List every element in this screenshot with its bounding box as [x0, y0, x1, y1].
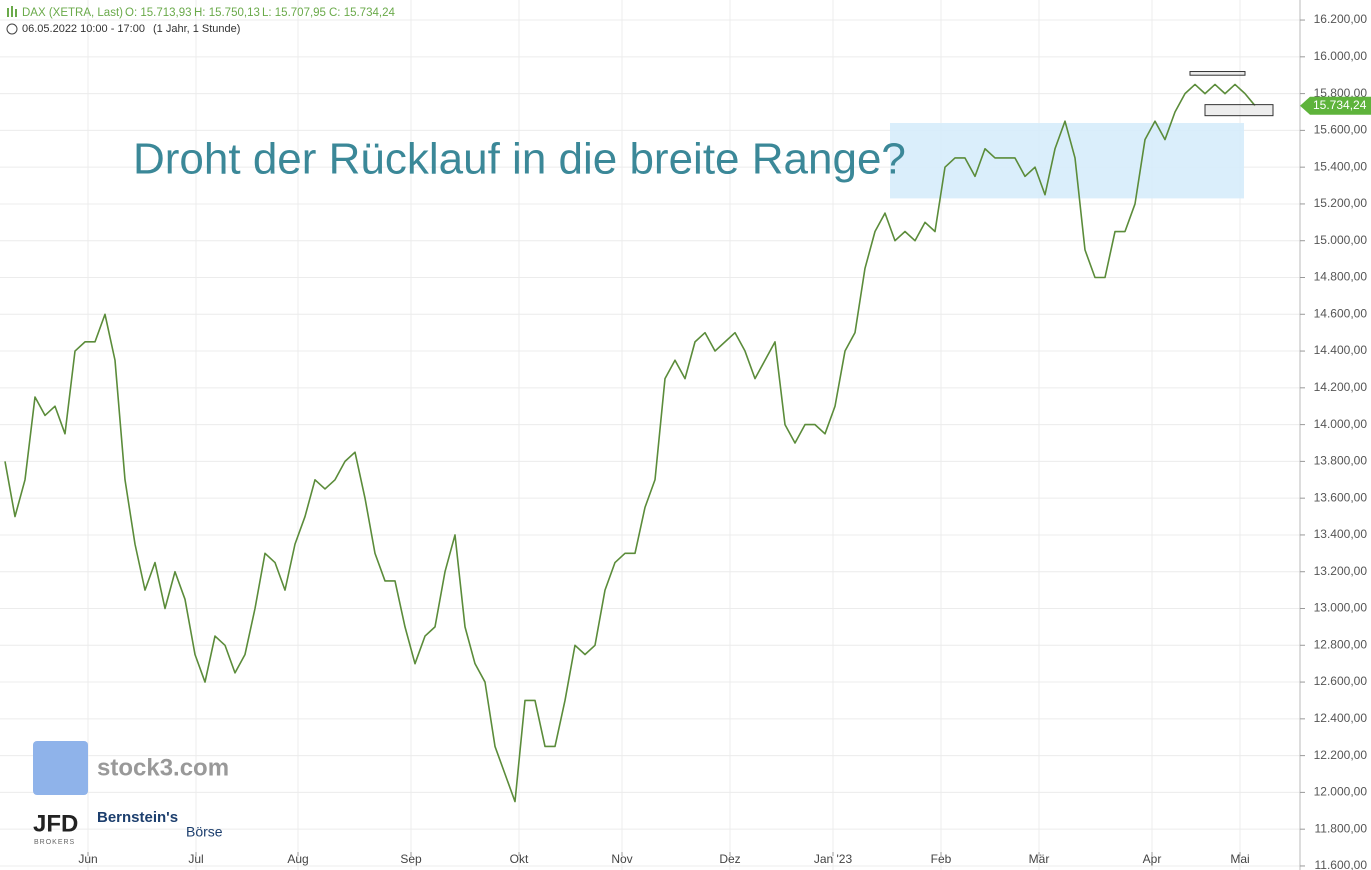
jfd-logo: JFD — [33, 810, 78, 837]
y-tick-label: 12.400,00 — [1314, 711, 1368, 725]
icon — [7, 8, 9, 17]
x-tick-label: Apr — [1143, 852, 1162, 866]
x-tick-label: Jul — [188, 852, 203, 866]
x-tick-label: Mär — [1029, 852, 1050, 866]
y-tick-label: 13.400,00 — [1314, 527, 1368, 541]
x-tick-label: Sep — [400, 852, 422, 866]
y-tick-label: 14.400,00 — [1314, 343, 1368, 357]
grid — [0, 0, 1300, 870]
y-tick-label: 14.800,00 — [1314, 270, 1368, 284]
jfd-sub: BROKERS — [34, 839, 75, 846]
chart-title: Droht der Rücklauf in die breite Range? — [133, 135, 906, 184]
stock3-logo: stock3.com — [97, 754, 229, 781]
icon — [15, 9, 17, 17]
y-tick-label: 11.600,00 — [1315, 858, 1368, 870]
y-tick-label: 15.400,00 — [1314, 159, 1368, 173]
x-tick-label: Jan '23 — [814, 852, 853, 866]
y-tick-label: 15.600,00 — [1314, 123, 1368, 137]
bernstein-logo: Bernstein's — [97, 809, 178, 826]
x-tick-label: Jun — [78, 852, 97, 866]
y-tick-label: 12.800,00 — [1314, 637, 1368, 651]
axes: 11.600,00 11.800,00 12.000,00 12.200,00 12.4… — [78, 12, 1371, 870]
y-tick-label: 12.600,00 — [1314, 674, 1368, 688]
y-tick-label: 11.800,00 — [1315, 821, 1368, 835]
y-tick-label: 16.200,00 — [1314, 12, 1368, 26]
marker-box — [1204, 104, 1274, 117]
boerse-logo: Börse — [186, 824, 223, 840]
close: C: 15.734,24 — [329, 7, 395, 19]
y-tick-label: 14.600,00 — [1314, 306, 1368, 320]
x-tick-label: Aug — [287, 852, 308, 866]
y-tick-label: 13.200,00 — [1314, 564, 1368, 578]
y-tick-label: 15.800,00 — [1314, 86, 1368, 100]
last-price-badge — [1300, 96, 1371, 115]
x-tick-label: Dez — [719, 852, 740, 866]
period: (1 Jahr, 1 Stunde) — [153, 23, 240, 35]
y-tick-label: 14.200,00 — [1314, 380, 1368, 394]
x-tick-label: Mai — [1230, 852, 1249, 866]
low: L: 15.707,95 — [262, 7, 326, 19]
clock-icon — [6, 23, 18, 35]
x-tick-label: Okt — [510, 852, 529, 866]
y-tick-label: 15.000,00 — [1314, 233, 1368, 247]
last-price-label: 15.734,24 — [1313, 98, 1367, 112]
plot — [4, 71, 1274, 803]
stock3-icon — [33, 741, 88, 795]
icon — [11, 6, 13, 17]
y-tick-label: 13.800,00 — [1314, 454, 1368, 468]
y-tick-label: 12.200,00 — [1314, 748, 1368, 762]
session: 06.05.2022 10:00 - 17:00 — [22, 23, 145, 35]
range-box — [890, 123, 1244, 199]
price-line — [4, 83, 1256, 803]
high: H: 15.750,13 — [194, 7, 260, 19]
x-tick-label: Feb — [931, 852, 952, 866]
instrument: DAX (XETRA, Last) — [22, 7, 123, 19]
open: O: 15.713,93 — [125, 7, 192, 19]
y-tick-label: 12.000,00 — [1314, 785, 1368, 799]
y-tick-label: 13.000,00 — [1314, 601, 1368, 615]
y-tick-label: 16.000,00 — [1314, 49, 1368, 63]
y-tick-label: 13.600,00 — [1314, 490, 1368, 504]
y-tick-label: 14.000,00 — [1314, 417, 1368, 431]
x-tick-label: Nov — [611, 852, 632, 866]
header: DAX (XETRA, Last) O: 15.713,93 H: 15.750… — [6, 6, 395, 35]
y-tick-label: 15.200,00 — [1314, 196, 1368, 210]
logos: stock3.com JFD BROKERS Bernstein's Börse — [33, 741, 229, 846]
marker-box — [1189, 71, 1246, 76]
annotations — [890, 123, 1244, 199]
